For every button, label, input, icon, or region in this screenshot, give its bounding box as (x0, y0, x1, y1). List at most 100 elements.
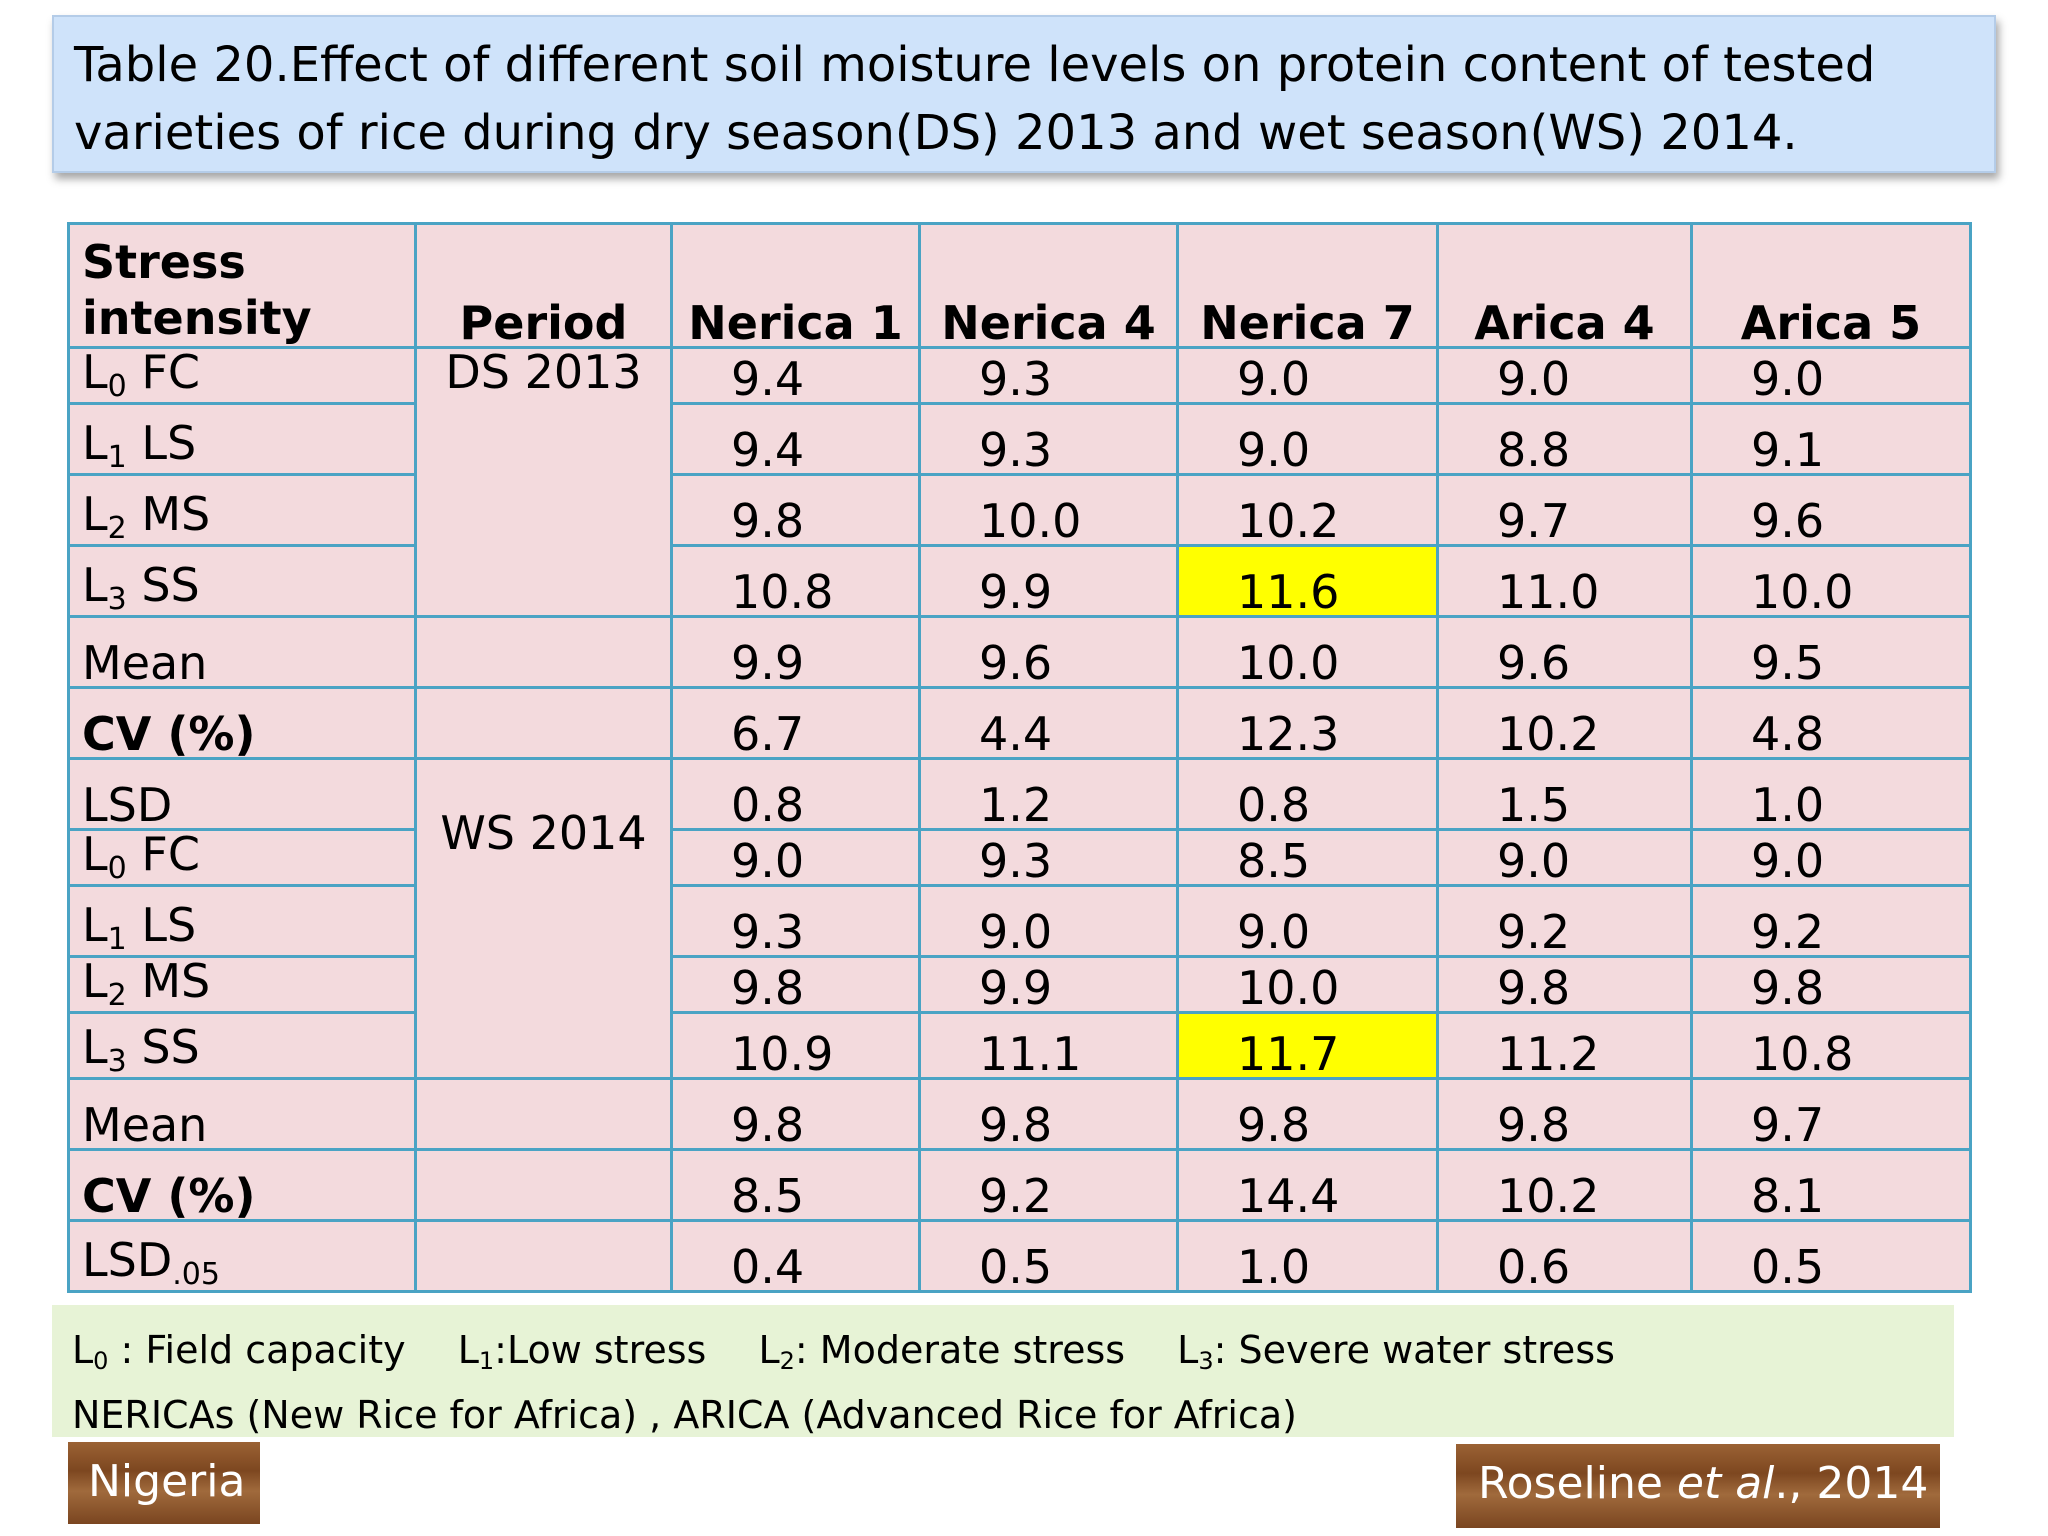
table-cell: 9.6 (918, 615, 1179, 689)
table-cell: 9.5 (1690, 615, 1972, 689)
row-label: LSD (67, 757, 417, 831)
table-cell: 4.4 (918, 686, 1179, 760)
table-cell: 9.0 (1436, 346, 1693, 405)
table-row: Mean 9.9 9.6 10.0 9.6 9.5 (67, 615, 1972, 689)
table-cell: 10.2 (1176, 473, 1439, 547)
table-cell: 9.2 (918, 1148, 1179, 1222)
table-row: LSD WS 2014 0.8 1.2 0.8 1.5 1.0 (67, 757, 1972, 1080)
legend-l1: L1:Low stress (457, 1328, 707, 1375)
table-cell: 9.0 (1690, 828, 1972, 887)
row-label: Mean (67, 1077, 417, 1151)
legend-box: L0 : Field capacity L1:Low stress L2: Mo… (52, 1305, 1954, 1437)
header-stress-intensity: Stress intensity (67, 222, 417, 349)
row-label: L1 LS (67, 884, 417, 958)
table-title-box: Table 20.Effect of different soil moistu… (52, 15, 1996, 173)
row-label: L0 FC (67, 346, 417, 405)
table-cell: 9.7 (1690, 1077, 1972, 1151)
table-cell: 0.4 (670, 1219, 921, 1293)
table-cell: 0.8 (1176, 757, 1439, 831)
period-blank (414, 1148, 673, 1222)
table-row: L1 LS 9.4 9.3 9.0 8.8 9.1 (67, 402, 1972, 476)
header-nerica-4: Nerica 4 (918, 222, 1179, 349)
protein-table-wrapper: Stress intensity Period Nerica 1 Nerica … (67, 222, 1972, 1293)
table-cell: 9.2 (1436, 884, 1693, 958)
table-cell: 9.8 (1176, 1077, 1439, 1151)
table-cell: 1.0 (1690, 757, 1972, 831)
table-row: Mean 9.8 9.8 9.8 9.8 9.7 (67, 1077, 1972, 1151)
table-cell: 9.3 (918, 828, 1179, 887)
table-cell: 8.5 (1176, 828, 1439, 887)
table-cell: 6.7 (670, 686, 921, 760)
table-cell: 11.1 (918, 1011, 1179, 1080)
header-arica-5: Arica 5 (1690, 222, 1972, 349)
table-cell: 10.0 (1176, 615, 1439, 689)
table-cell: 10.9 (670, 1011, 921, 1080)
row-label: L1 LS (67, 402, 417, 476)
table-cell: 1.0 (1176, 1219, 1439, 1293)
table-cell: 9.0 (1436, 828, 1693, 887)
table-row: L0 FC 9.0 9.3 8.5 9.0 9.0 (67, 828, 1972, 887)
table-cell: 10.2 (1436, 686, 1693, 760)
legend-l0: L0 : Field capacity (72, 1328, 406, 1375)
table-cell: 9.3 (670, 884, 921, 958)
table-cell: 9.8 (1436, 1077, 1693, 1151)
table-cell: 9.8 (918, 1077, 1179, 1151)
table-cell: 4.8 (1690, 686, 1972, 760)
period-blank (414, 1219, 673, 1293)
table-row: L2 MS 9.8 9.9 10.0 9.8 9.8 (67, 955, 1972, 1014)
table-cell: 0.5 (1690, 1219, 1972, 1293)
table-cell: 9.8 (670, 1077, 921, 1151)
highlighted-cell: 11.6 (1176, 544, 1439, 618)
table-cell: 9.0 (670, 828, 921, 887)
row-label: L2 MS (67, 955, 417, 1014)
table-cell: 0.6 (1436, 1219, 1693, 1293)
row-label: L3 SS (67, 1011, 417, 1080)
table-cell: 9.0 (1176, 884, 1439, 958)
table-cell: 0.5 (918, 1219, 1179, 1293)
citation-label: Roseline et al., 2014 (1456, 1444, 1940, 1528)
table-cell: 9.0 (1690, 346, 1972, 405)
table-cell: 9.9 (670, 615, 921, 689)
legend-l3: L3: Severe water stress (1177, 1328, 1615, 1375)
table-row: LSD.05 0.4 0.5 1.0 0.6 0.5 (67, 1219, 1972, 1293)
table-cell: 9.8 (1436, 955, 1693, 1014)
table-cell: 9.9 (918, 544, 1179, 618)
table-cell: 8.8 (1436, 402, 1693, 476)
table-row: CV (%) 8.5 9.2 14.4 10.2 8.1 (67, 1148, 1972, 1222)
row-label: L0 FC (67, 828, 417, 887)
legend-line-2: NERICAs (New Rice for Africa) , ARICA (A… (72, 1393, 1297, 1437)
table-row: CV (%) 6.7 4.4 12.3 10.2 4.8 (67, 686, 1972, 760)
table-cell: 1.2 (918, 757, 1179, 831)
row-label: CV (%) (67, 1148, 417, 1222)
table-cell: 9.8 (670, 473, 921, 547)
highlighted-cell: 11.7 (1176, 1011, 1439, 1080)
table-cell: 10.8 (670, 544, 921, 618)
table-cell: 1.5 (1436, 757, 1693, 831)
period-ws-2014: WS 2014 (414, 757, 673, 1080)
table-row: L3 SS 10.8 9.9 11.6 11.0 10.0 (67, 544, 1972, 618)
table-cell: 11.2 (1436, 1011, 1693, 1080)
period-blank (414, 686, 673, 760)
row-label: L2 MS (67, 473, 417, 547)
table-row: L0 FC DS 2013 9.4 9.3 9.0 9.0 9.0 (67, 346, 1972, 618)
table-cell: 10.0 (1690, 544, 1972, 618)
table-cell: 9.7 (1436, 473, 1693, 547)
table-cell: 10.8 (1690, 1011, 1972, 1080)
table-title-line-2: varieties of rice during dry season(DS) … (74, 105, 1798, 161)
table-cell: 11.0 (1436, 544, 1693, 618)
table-cell: 9.4 (670, 402, 921, 476)
table-cell: 9.6 (1436, 615, 1693, 689)
table-cell: 9.1 (1690, 402, 1972, 476)
table-row: L2 MS 9.8 10.0 10.2 9.7 9.6 (67, 473, 1972, 547)
legend-l2: L2: Moderate stress (758, 1328, 1126, 1375)
table-cell: 10.0 (918, 473, 1179, 547)
table-row: L1 LS 9.3 9.0 9.0 9.2 9.2 (67, 884, 1972, 958)
table-cell: 0.8 (670, 757, 921, 831)
table-cell: 12.3 (1176, 686, 1439, 760)
table-row: L3 SS 10.9 11.1 11.7 11.2 10.8 (67, 1011, 1972, 1080)
row-label: Mean (67, 615, 417, 689)
country-label: Nigeria (68, 1442, 260, 1524)
table-cell: 8.1 (1690, 1148, 1972, 1222)
period-blank (414, 615, 673, 689)
row-label: L3 SS (67, 544, 417, 618)
